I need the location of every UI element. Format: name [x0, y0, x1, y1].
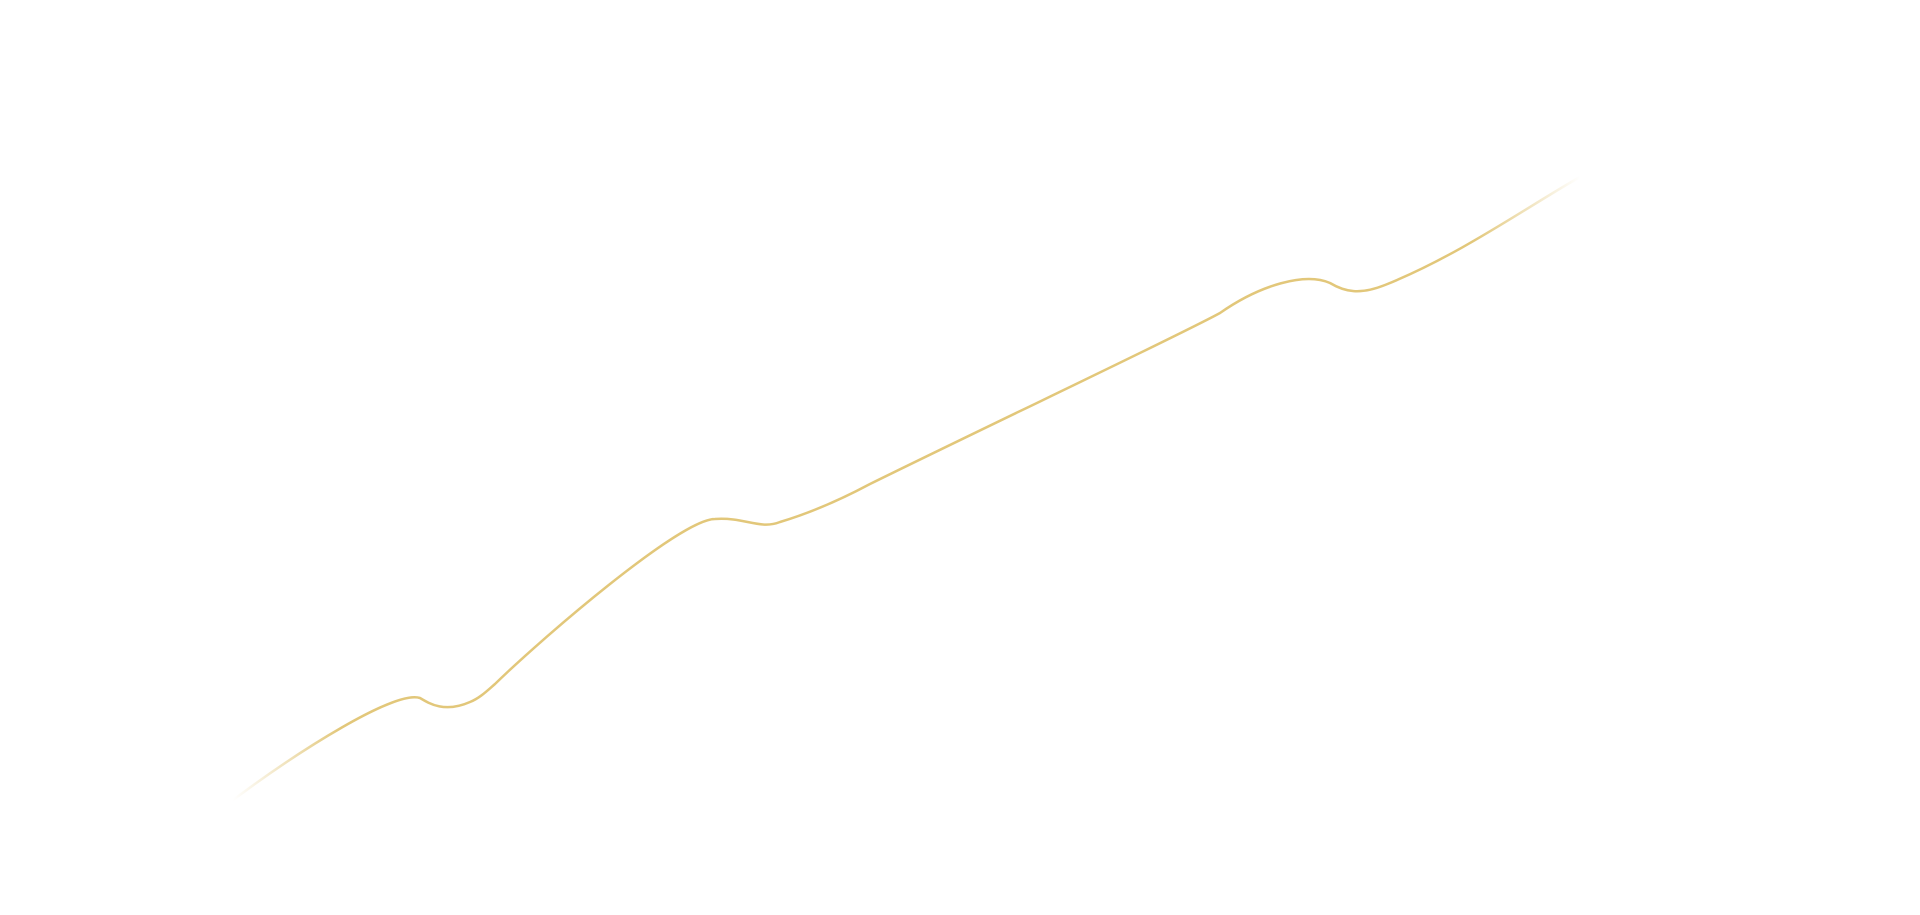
golden-curve-line [231, 175, 1582, 802]
